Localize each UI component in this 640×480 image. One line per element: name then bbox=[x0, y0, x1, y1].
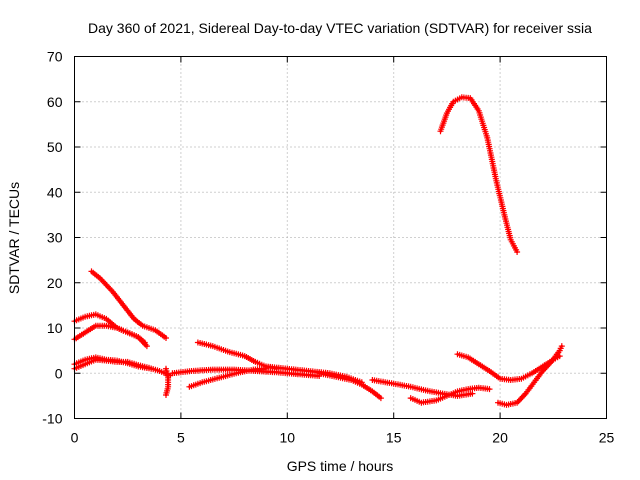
data-point bbox=[469, 390, 476, 397]
y-tick-label: -10 bbox=[42, 411, 62, 427]
series-line bbox=[196, 341, 278, 370]
y-tick-label: 60 bbox=[47, 94, 63, 110]
data-point bbox=[558, 343, 565, 350]
data-point bbox=[377, 395, 384, 402]
y-tick-label: 40 bbox=[47, 184, 63, 200]
x-tick-label: 5 bbox=[177, 430, 185, 446]
series-track-peak bbox=[437, 94, 521, 255]
series-track-a bbox=[88, 268, 169, 341]
series-track-c bbox=[71, 322, 148, 346]
data-point bbox=[143, 343, 150, 350]
series-track-f bbox=[163, 365, 172, 398]
series-track-m bbox=[407, 384, 493, 406]
data-point bbox=[163, 392, 169, 398]
y-tick-label: 0 bbox=[55, 365, 63, 381]
y-tick-label: 70 bbox=[47, 49, 63, 65]
x-tick-label: 10 bbox=[280, 430, 296, 446]
data-point bbox=[486, 386, 493, 393]
series-track-i bbox=[186, 365, 269, 390]
y-tick-label: 30 bbox=[47, 230, 63, 246]
data-point bbox=[514, 249, 521, 255]
series-track-o bbox=[495, 343, 565, 408]
x-tick-label: 25 bbox=[599, 430, 615, 446]
data-layer bbox=[71, 94, 565, 408]
x-tick-label: 0 bbox=[71, 430, 79, 446]
axis-ticks: 0 5 10 15 20 25 -10 0 10 20 30 40 50 60 70 bbox=[42, 49, 614, 446]
series-track-b bbox=[71, 311, 150, 350]
y-axis-label: SDTVAR / TECUs bbox=[6, 182, 22, 294]
x-tick-label: 15 bbox=[386, 430, 402, 446]
data-point bbox=[163, 335, 169, 341]
y-tick-label: 50 bbox=[47, 139, 63, 155]
chart-title: Day 360 of 2021, Sidereal Day-to-day VTE… bbox=[88, 20, 592, 36]
series-line bbox=[439, 95, 519, 254]
data-point bbox=[148, 365, 155, 372]
y-tick-label: 10 bbox=[47, 320, 63, 336]
y-tick-label: 20 bbox=[47, 275, 63, 291]
x-axis-label: GPS time / hours bbox=[287, 458, 394, 474]
series-track-k bbox=[316, 370, 384, 402]
series-track-e bbox=[71, 354, 155, 372]
x-tick-label: 20 bbox=[492, 430, 508, 446]
data-point bbox=[141, 339, 148, 346]
grid bbox=[74, 56, 607, 419]
